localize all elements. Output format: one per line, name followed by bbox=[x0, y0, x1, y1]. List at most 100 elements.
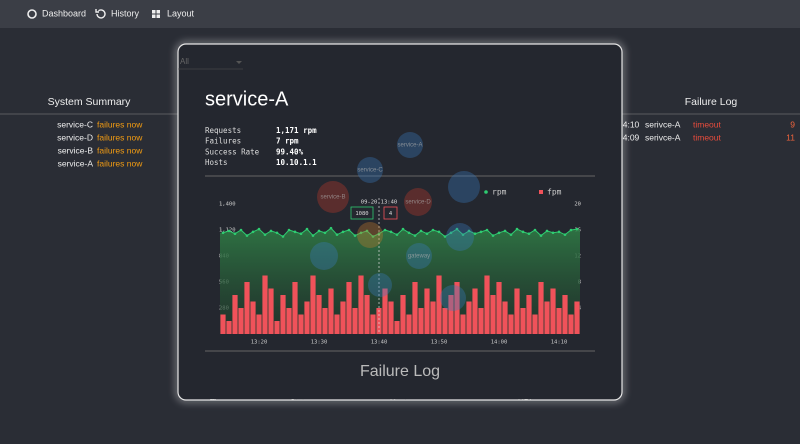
nav-item[interactable]: Dashboard bbox=[42, 8, 86, 18]
point bbox=[401, 227, 405, 231]
point bbox=[419, 229, 423, 233]
time: 14:09 bbox=[618, 132, 640, 142]
bar bbox=[406, 314, 412, 334]
point bbox=[269, 229, 273, 233]
x-tick-label: 13:50 bbox=[431, 340, 448, 346]
bar bbox=[340, 301, 346, 334]
point bbox=[449, 231, 453, 235]
nav-bar bbox=[0, 0, 800, 28]
tooltip-title: 09-20 13:40 bbox=[361, 200, 397, 206]
point bbox=[371, 235, 375, 238]
point bbox=[305, 227, 309, 231]
network-node bbox=[446, 223, 474, 251]
area bbox=[220, 228, 580, 334]
point bbox=[509, 233, 513, 236]
point bbox=[539, 234, 543, 237]
point bbox=[287, 228, 291, 232]
point bbox=[545, 229, 549, 233]
dashboard-icon bbox=[27, 9, 37, 19]
point bbox=[467, 229, 471, 233]
point bbox=[551, 231, 555, 235]
modal-content: All service-A Requests 1,171 rpm Failures 7 r… bbox=[178, 57, 595, 407]
bar bbox=[358, 275, 364, 334]
legend-label: fpm bbox=[547, 188, 562, 197]
x-tick-label: 14:10 bbox=[551, 340, 568, 346]
bar bbox=[562, 295, 568, 334]
bar bbox=[412, 282, 418, 334]
service-name: service-D bbox=[57, 132, 93, 142]
point bbox=[569, 228, 573, 232]
point bbox=[407, 231, 411, 235]
time: 14:10 bbox=[618, 119, 640, 129]
bar bbox=[376, 308, 382, 334]
history-icon bbox=[95, 9, 106, 19]
service-name: serivce-A bbox=[645, 132, 681, 142]
network-node bbox=[404, 188, 432, 216]
nav-item[interactable]: History bbox=[111, 8, 140, 18]
point bbox=[245, 234, 249, 237]
status: failures now bbox=[97, 158, 143, 168]
tooltip-box bbox=[350, 206, 374, 220]
point bbox=[251, 230, 255, 234]
count: 9 bbox=[790, 119, 795, 129]
stat-value: 7 rpm bbox=[276, 137, 299, 146]
network-node bbox=[317, 181, 349, 213]
stat-label: Requests bbox=[205, 126, 241, 135]
bar bbox=[550, 288, 556, 334]
tooltip-value: 1080 bbox=[355, 211, 368, 217]
point bbox=[485, 228, 489, 232]
nav-item[interactable]: Layout bbox=[167, 8, 195, 18]
point bbox=[353, 234, 357, 237]
point bbox=[491, 234, 495, 237]
point bbox=[395, 233, 399, 236]
service-name: service-C bbox=[57, 119, 93, 129]
point bbox=[317, 229, 321, 233]
node-label: service-C bbox=[357, 168, 383, 174]
column-header: Time bbox=[210, 398, 228, 407]
bar bbox=[400, 295, 406, 334]
bar bbox=[448, 295, 454, 334]
bar bbox=[454, 282, 460, 334]
point bbox=[293, 230, 297, 234]
network-node bbox=[368, 273, 392, 297]
legend-label: rpm bbox=[492, 188, 507, 197]
bar bbox=[364, 295, 370, 334]
network-node bbox=[310, 242, 338, 270]
bar bbox=[472, 288, 478, 334]
node-label: service-D bbox=[405, 200, 431, 206]
network-node bbox=[448, 171, 480, 203]
network-node bbox=[357, 222, 383, 248]
network-node bbox=[406, 243, 432, 269]
tooltip-value: 4 bbox=[389, 211, 393, 217]
tooltip-box bbox=[383, 206, 398, 220]
bar bbox=[370, 314, 376, 334]
bar bbox=[250, 301, 256, 334]
point bbox=[479, 230, 483, 234]
column-header: Status bbox=[290, 398, 313, 407]
point bbox=[233, 232, 237, 236]
bar bbox=[286, 308, 292, 334]
bar bbox=[316, 295, 322, 334]
bar bbox=[328, 288, 334, 334]
network-node bbox=[357, 157, 383, 183]
bar bbox=[556, 308, 562, 334]
point bbox=[443, 235, 447, 238]
nav[interactable]: Dashboard History Layout bbox=[42, 8, 195, 18]
y-tick-label: 1,400 bbox=[219, 202, 236, 208]
x-tick-label: 13:30 bbox=[311, 340, 328, 346]
reason: timeout bbox=[693, 132, 722, 142]
bar bbox=[262, 275, 268, 334]
node-label: service-A bbox=[397, 143, 422, 149]
point bbox=[383, 228, 387, 232]
point bbox=[221, 231, 225, 235]
x-tick-label: 14:00 bbox=[491, 340, 508, 346]
network-node bbox=[397, 132, 423, 158]
bar bbox=[232, 295, 238, 334]
y2-tick-label: 20 bbox=[574, 202, 581, 208]
stat-value: 10.10.1.1 bbox=[276, 158, 317, 167]
point bbox=[389, 230, 393, 234]
stat-label: Success Rate bbox=[205, 147, 260, 156]
filter-select[interactable]: All bbox=[180, 57, 189, 66]
log-title: Failure Log bbox=[360, 363, 440, 380]
